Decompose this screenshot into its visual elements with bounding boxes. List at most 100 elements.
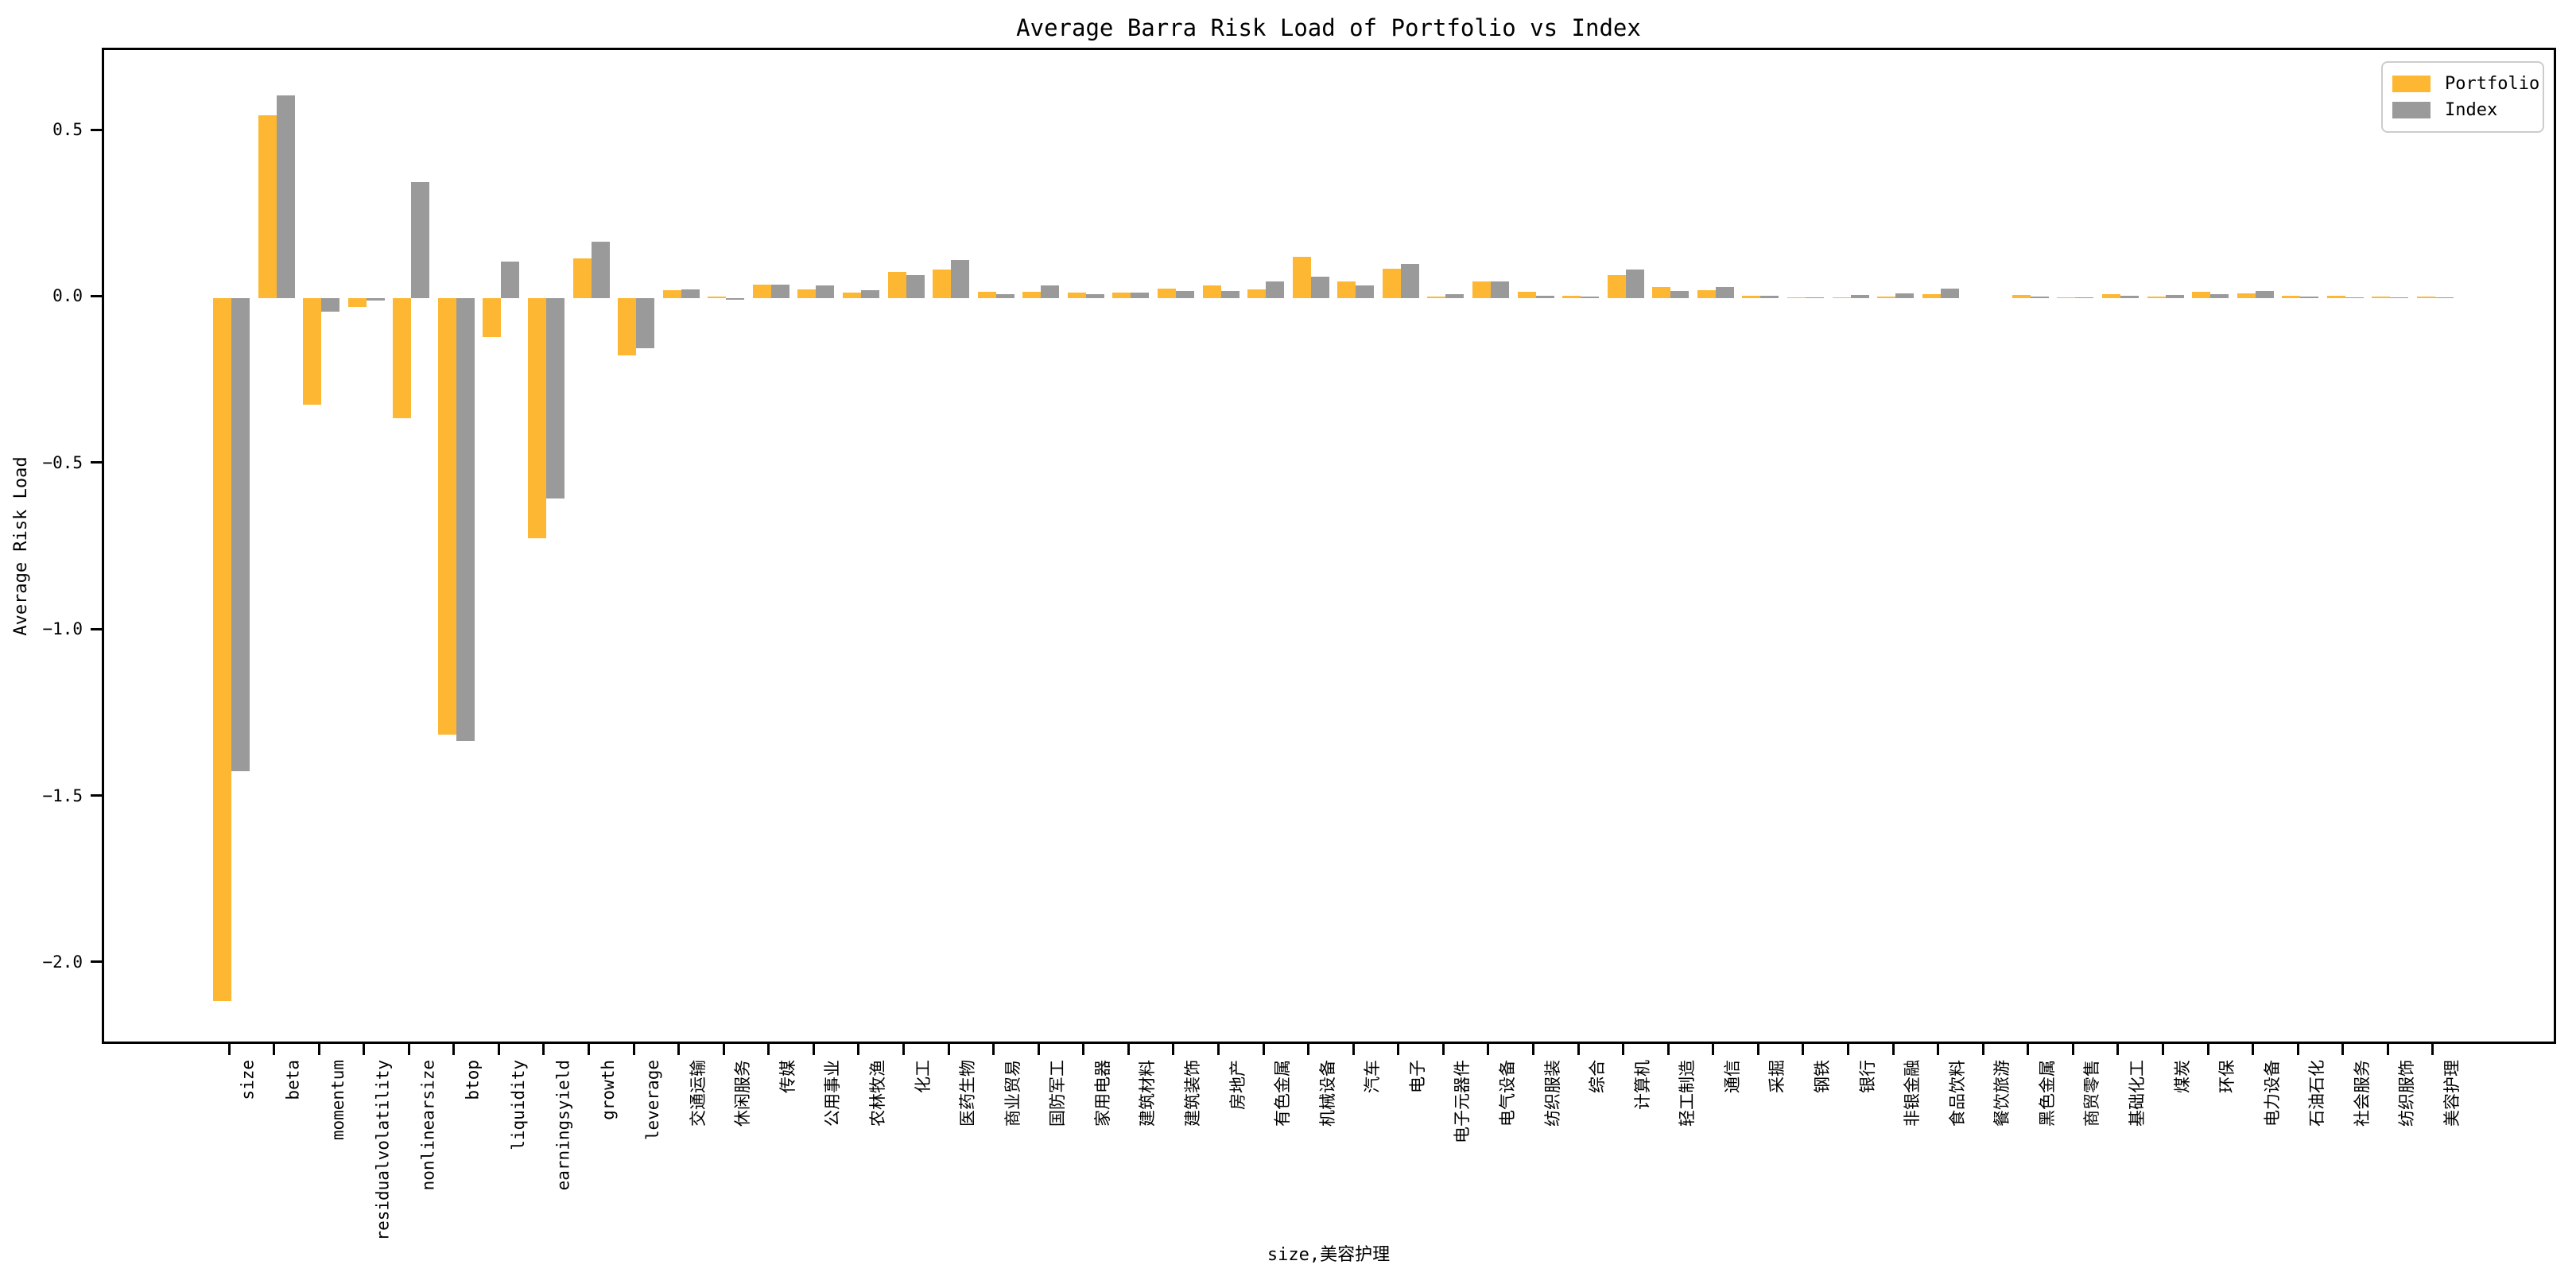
bar-portfolio-11 [708, 296, 727, 299]
y-tick [91, 627, 102, 630]
x-tick-label: 医药生物 [958, 1060, 978, 1127]
x-tick [992, 1044, 995, 1055]
bar-portfolio-21 [1157, 288, 1176, 299]
x-tick [1802, 1044, 1805, 1055]
bar-index-8 [591, 242, 610, 299]
x-tick [2252, 1044, 2255, 1055]
x-tick [1352, 1044, 1355, 1055]
bar-index-26 [1400, 264, 1419, 299]
bar-portfolio-23 [1247, 289, 1267, 299]
bar-portfolio-44 [2192, 292, 2211, 299]
x-tick [857, 1044, 860, 1055]
x-tick-label: 机械设备 [1317, 1060, 1337, 1127]
x-tick-label: 传媒 [778, 1060, 797, 1093]
x-tick [317, 1044, 320, 1055]
x-tick-label: size [239, 1060, 258, 1100]
bar-index-35 [1805, 297, 1824, 299]
x-tick-label: 纺织服装 [1542, 1060, 1562, 1127]
bar-index-34 [1760, 296, 1779, 299]
x-tick [2027, 1044, 2030, 1055]
legend-label-portfolio: Portfolio [2445, 74, 2540, 94]
x-tick-label: 石油石化 [2307, 1060, 2327, 1127]
bar-portfolio-17 [977, 292, 996, 299]
x-tick-label: 家用电器 [1092, 1060, 1112, 1127]
x-tick [1532, 1044, 1535, 1055]
bar-index-28 [1490, 281, 1509, 299]
x-tick [497, 1044, 500, 1055]
y-tick [91, 461, 102, 464]
y-tick-label: −1.5 [42, 786, 83, 805]
bar-index-27 [1445, 294, 1465, 299]
bar-index-42 [2120, 296, 2139, 299]
bar-portfolio-46 [2282, 296, 2301, 299]
bar-portfolio-48 [2372, 296, 2391, 299]
x-tick [1847, 1044, 1850, 1055]
x-tick [1397, 1044, 1400, 1055]
x-tick-label: 商业贸易 [1003, 1060, 1022, 1127]
x-tick-label: 食品饮料 [1947, 1060, 1967, 1127]
x-tick [1891, 1044, 1895, 1055]
bar-portfolio-6 [483, 298, 502, 337]
x-tick-label: residualvolatility [373, 1060, 393, 1241]
x-tick [1262, 1044, 1265, 1055]
x-tick-label: 通信 [1722, 1060, 1742, 1093]
y-tick [91, 794, 102, 797]
bar-portfolio-40 [2012, 295, 2031, 299]
x-tick [1712, 1044, 1715, 1055]
legend-item-index: Index [2392, 97, 2533, 123]
bar-portfolio-36 [1832, 297, 1851, 299]
bar-portfolio-4 [393, 298, 412, 419]
x-tick [588, 1044, 591, 1055]
x-tick [1441, 1044, 1445, 1055]
bar-portfolio-31 [1607, 275, 1626, 299]
x-tick-label: 房地产 [1228, 1060, 1247, 1110]
bar-portfolio-38 [1922, 294, 1941, 299]
x-tick-label: 轻工制造 [1678, 1060, 1697, 1127]
bar-portfolio-16 [933, 269, 952, 299]
bar-portfolio-7 [527, 298, 546, 538]
bar-portfolio-0 [213, 298, 231, 1002]
x-tick-label: nonlinearsize [418, 1060, 438, 1191]
x-tick [2341, 1044, 2345, 1055]
x-tick-label: 黑色金属 [2037, 1060, 2057, 1127]
x-tick [1487, 1044, 1490, 1055]
y-tick-label: 0.5 [52, 120, 83, 140]
x-tick-label: 休闲服务 [733, 1060, 753, 1127]
bar-index-2 [321, 298, 340, 312]
x-tick-label: 建筑装饰 [1182, 1060, 1202, 1127]
bar-portfolio-2 [303, 298, 322, 405]
bar-portfolio-12 [752, 284, 771, 299]
x-tick [1172, 1044, 1175, 1055]
x-tick [677, 1044, 681, 1055]
x-tick [632, 1044, 635, 1055]
bar-index-3 [366, 298, 385, 301]
bar-index-18 [1041, 285, 1060, 299]
bar-index-17 [995, 293, 1014, 299]
legend-label-index: Index [2445, 100, 2498, 120]
bar-portfolio-34 [1742, 296, 1761, 299]
x-tick [1937, 1044, 1940, 1055]
x-tick-label: 美容护理 [2442, 1060, 2462, 1127]
bar-index-22 [1220, 290, 1240, 299]
x-tick-label: 电气设备 [1497, 1060, 1517, 1127]
bar-index-6 [501, 262, 520, 299]
legend: Portfolio Index [2381, 61, 2544, 133]
x-tick [2116, 1044, 2120, 1055]
bar-index-11 [726, 298, 745, 301]
x-tick-label: 电力设备 [2262, 1060, 2282, 1127]
bar-portfolio-35 [1787, 297, 1806, 299]
x-tick [2206, 1044, 2209, 1055]
x-tick [1217, 1044, 1220, 1055]
bar-portfolio-27 [1427, 296, 1446, 299]
bar-index-30 [1581, 296, 1600, 299]
bar-portfolio-5 [437, 298, 456, 735]
x-tick-label: 计算机 [1632, 1060, 1652, 1110]
bar-portfolio-41 [2057, 297, 2076, 299]
x-tick [407, 1044, 410, 1055]
x-tick [2296, 1044, 2299, 1055]
bar-index-49 [2434, 297, 2454, 299]
x-tick [1307, 1044, 1310, 1055]
bar-index-7 [545, 298, 564, 499]
bar-portfolio-15 [887, 271, 906, 299]
